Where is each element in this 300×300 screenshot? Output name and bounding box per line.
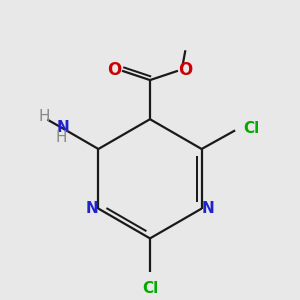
Text: O: O [178, 61, 193, 79]
Text: Cl: Cl [142, 281, 158, 296]
Text: N: N [85, 201, 98, 216]
Text: N: N [202, 201, 215, 216]
Text: Cl: Cl [243, 121, 260, 136]
Text: N: N [57, 120, 69, 135]
Text: O: O [107, 61, 122, 79]
Text: H: H [56, 130, 67, 145]
Text: H: H [39, 109, 50, 124]
